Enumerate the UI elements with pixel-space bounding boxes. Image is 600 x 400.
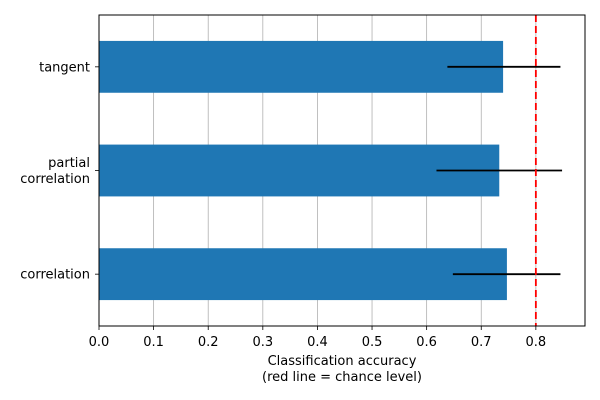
y-tick-label-line: tangent (39, 60, 90, 75)
error-bars (436, 65, 563, 276)
bars (99, 40, 507, 301)
x-tick-label-6: 0.6 (416, 335, 437, 350)
bar-2 (99, 40, 504, 93)
x-axis-label-line: (red line = chance level) (262, 370, 422, 385)
y-tick-label-1: partial correlation (20, 156, 90, 187)
y-tick-label-line: partial (48, 156, 90, 171)
x-tick-label-0: 0.0 (89, 335, 110, 350)
x-tick-label-1: 0.1 (143, 335, 164, 350)
x-axis-label: Classification accuracy (red line = chanc… (262, 354, 422, 385)
y-tick-label-0: correlation (20, 268, 90, 283)
x-tick-label-3: 0.3 (252, 335, 273, 350)
x-tick-label-2: 0.2 (198, 335, 219, 350)
bar-1 (99, 144, 500, 197)
x-tick-label-5: 0.5 (362, 335, 383, 350)
x-tick-label-4: 0.4 (307, 335, 328, 350)
y-tick-label-2: tangent (39, 60, 90, 75)
x-axis-label-line: Classification accuracy (268, 354, 417, 369)
x-tick-label-7: 0.7 (471, 335, 492, 350)
y-tick-label-line: correlation (20, 172, 90, 187)
y-tick-label-line: correlation (20, 268, 90, 283)
x-axis-ticks: 0.0 0.1 0.2 0.3 0.4 0.5 0.6 0.7 0.8 (89, 326, 547, 350)
x-tick-label-8: 0.8 (526, 335, 547, 350)
bar-0 (99, 248, 507, 301)
